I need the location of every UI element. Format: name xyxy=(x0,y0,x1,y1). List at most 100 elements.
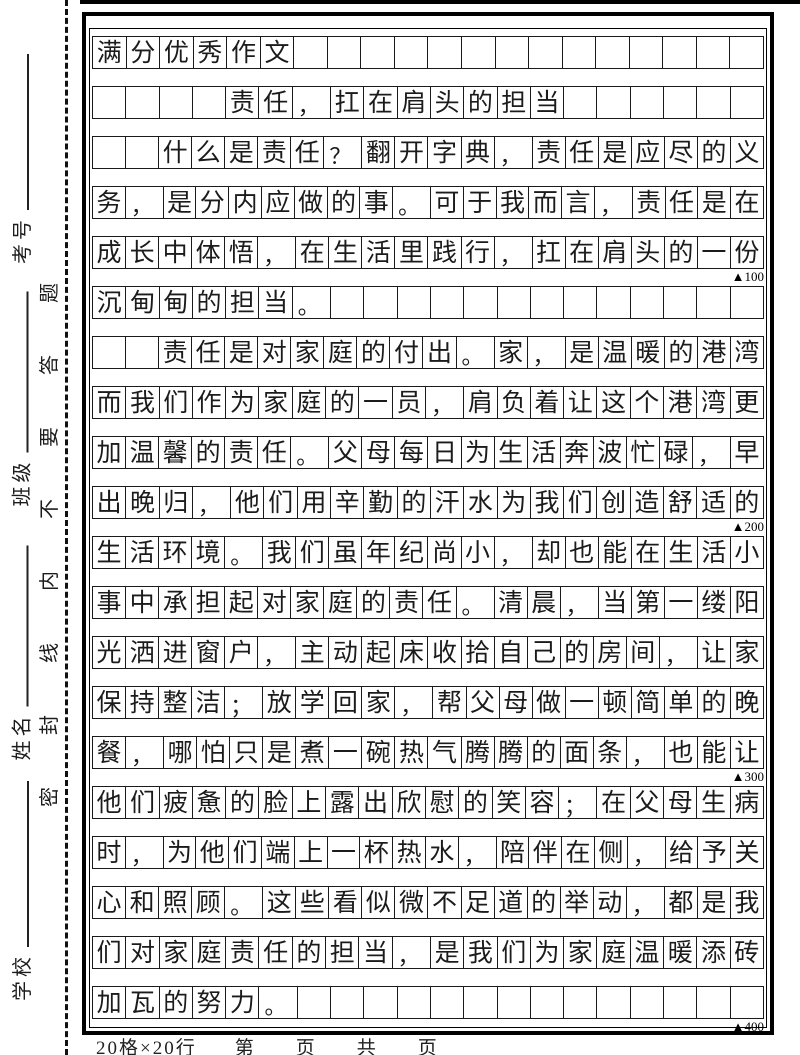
grid-cell: 事 xyxy=(92,586,127,619)
grid-cell: 脸 xyxy=(258,786,293,819)
grid-cell: 作 xyxy=(226,36,261,69)
student-name-label: 姓名 xyxy=(9,712,33,761)
grid-cell: 馨 xyxy=(158,436,193,469)
grid-cell: 笑 xyxy=(491,786,526,819)
grid-cell: 造 xyxy=(629,486,665,519)
grid-cell: 能 xyxy=(597,536,632,569)
grid-cell: 为 xyxy=(460,436,495,469)
grid-cell xyxy=(696,86,731,119)
grid-cell: 己 xyxy=(526,636,561,669)
grid-cell: 心 xyxy=(92,886,127,919)
grid-cell: 责 xyxy=(225,86,260,119)
grid-cell: 自 xyxy=(493,636,528,669)
grid-cell: 家 xyxy=(563,936,598,969)
grid-cell: 和 xyxy=(125,886,160,919)
grid-cell: 举 xyxy=(559,886,594,919)
grid-cell: 面 xyxy=(559,736,594,769)
grid-cell: 起 xyxy=(224,586,259,619)
grid-cell: 是 xyxy=(224,336,259,369)
grid-cell: 庭 xyxy=(191,936,227,969)
grid-cell: 活 xyxy=(125,536,160,569)
grid-cell xyxy=(92,136,127,169)
grid-cell xyxy=(296,986,332,1019)
grid-cell: 一 xyxy=(564,686,599,719)
grid-cell: 洁 xyxy=(191,686,226,719)
grid-cell: 我 xyxy=(729,886,764,919)
grid-cell: 为 xyxy=(162,836,197,869)
grid-cell: 我 xyxy=(529,486,565,519)
grid-cell: 予 xyxy=(697,836,732,869)
grid-cell: ； xyxy=(558,786,598,819)
grid-cell: 哪 xyxy=(163,736,198,769)
grid-cell: 放 xyxy=(262,686,297,719)
grid-cell xyxy=(393,36,429,69)
grid-cell: 做 xyxy=(531,686,566,719)
grid-cell: 端 xyxy=(260,836,295,869)
exam-number-blank-line xyxy=(27,54,29,210)
grid-cell: 让 xyxy=(729,736,764,769)
grid-cell: ， xyxy=(559,586,599,619)
grid-cell: 港 xyxy=(696,336,731,369)
grid-cell: 一 xyxy=(326,836,361,869)
grid-cell: 热 xyxy=(394,736,429,769)
grid-cell: 简 xyxy=(630,686,665,719)
grid-cell: 虽 xyxy=(328,536,363,569)
grid-cell: 进 xyxy=(158,636,193,669)
grid-cell: 在 xyxy=(564,236,599,269)
grid-cell: ， xyxy=(493,536,533,569)
grid-cell: 分 xyxy=(195,186,230,219)
grid-cell: ， xyxy=(391,936,431,969)
grid-cell: 年 xyxy=(361,536,396,569)
grid-cell: 微 xyxy=(394,886,429,919)
grid-cell: 做 xyxy=(293,186,328,219)
grid-cell: 清 xyxy=(493,586,528,619)
grid-cell: 更 xyxy=(729,386,764,419)
grid-cell: 担 xyxy=(496,86,531,119)
grid-cell: 怕 xyxy=(196,736,231,769)
grid-cell: 任 xyxy=(257,436,292,469)
grid-cell: 添 xyxy=(696,936,731,969)
grid-cell: 是 xyxy=(697,186,732,219)
grid-cell: ， xyxy=(291,86,332,119)
grid-cell: 慰 xyxy=(424,786,460,819)
grid-cell: 湾 xyxy=(696,386,731,419)
grid-cell: 病 xyxy=(729,786,764,819)
grid-cell xyxy=(696,286,731,319)
grid-cell xyxy=(125,336,160,369)
grid-cell: 们 xyxy=(125,786,160,819)
grid-cell: 这 xyxy=(262,886,297,919)
grid-cell: ， xyxy=(257,236,297,269)
grid-cell xyxy=(125,86,160,119)
grid-cell: 伴 xyxy=(528,836,563,869)
grid-cell: 为 xyxy=(225,386,260,419)
grid-cell: 足 xyxy=(460,886,495,919)
grid-cell: 温 xyxy=(629,936,665,969)
grid-row: 保持整洁；放学回家，帮父母做一顿简单的晚 xyxy=(92,686,766,719)
grid-cell: 却 xyxy=(531,536,566,569)
grid-cell xyxy=(429,986,465,1019)
grid-cell: 责 xyxy=(531,136,566,169)
grid-cell xyxy=(427,36,463,69)
grid-cell: ， xyxy=(526,336,566,369)
grid-row: 光洒进窗户，主动起床收拾自己的房间，让家 xyxy=(92,636,766,669)
grid-row: 责任是对家庭的付出。家，是温暖的港湾 xyxy=(92,336,766,369)
grid-cell: 甸 xyxy=(125,286,160,319)
grid-cell: 侧 xyxy=(593,836,628,869)
grid-cell: 父 xyxy=(328,436,363,469)
grid-cell: 字 xyxy=(427,136,462,169)
grid-cell: 活 xyxy=(361,236,396,269)
grid-cell: 尽 xyxy=(663,136,698,169)
grid-cell: 让 xyxy=(696,636,731,669)
grid-row: 责任，扛在肩头的担当 xyxy=(92,86,766,119)
grid-cell: 生 xyxy=(663,536,698,569)
grid-cell xyxy=(629,986,665,1019)
grid-cell xyxy=(529,986,565,1019)
class-blank-line xyxy=(26,291,29,453)
grid-cell: 生 xyxy=(92,536,127,569)
grid-cell: 惫 xyxy=(191,786,227,819)
grid-cell: 任 xyxy=(664,186,699,219)
grid-cell: 湾 xyxy=(729,336,764,369)
grid-cell: ， xyxy=(493,236,533,269)
grid-cell: 们 xyxy=(563,486,598,519)
grid-cell: 出 xyxy=(358,786,393,819)
